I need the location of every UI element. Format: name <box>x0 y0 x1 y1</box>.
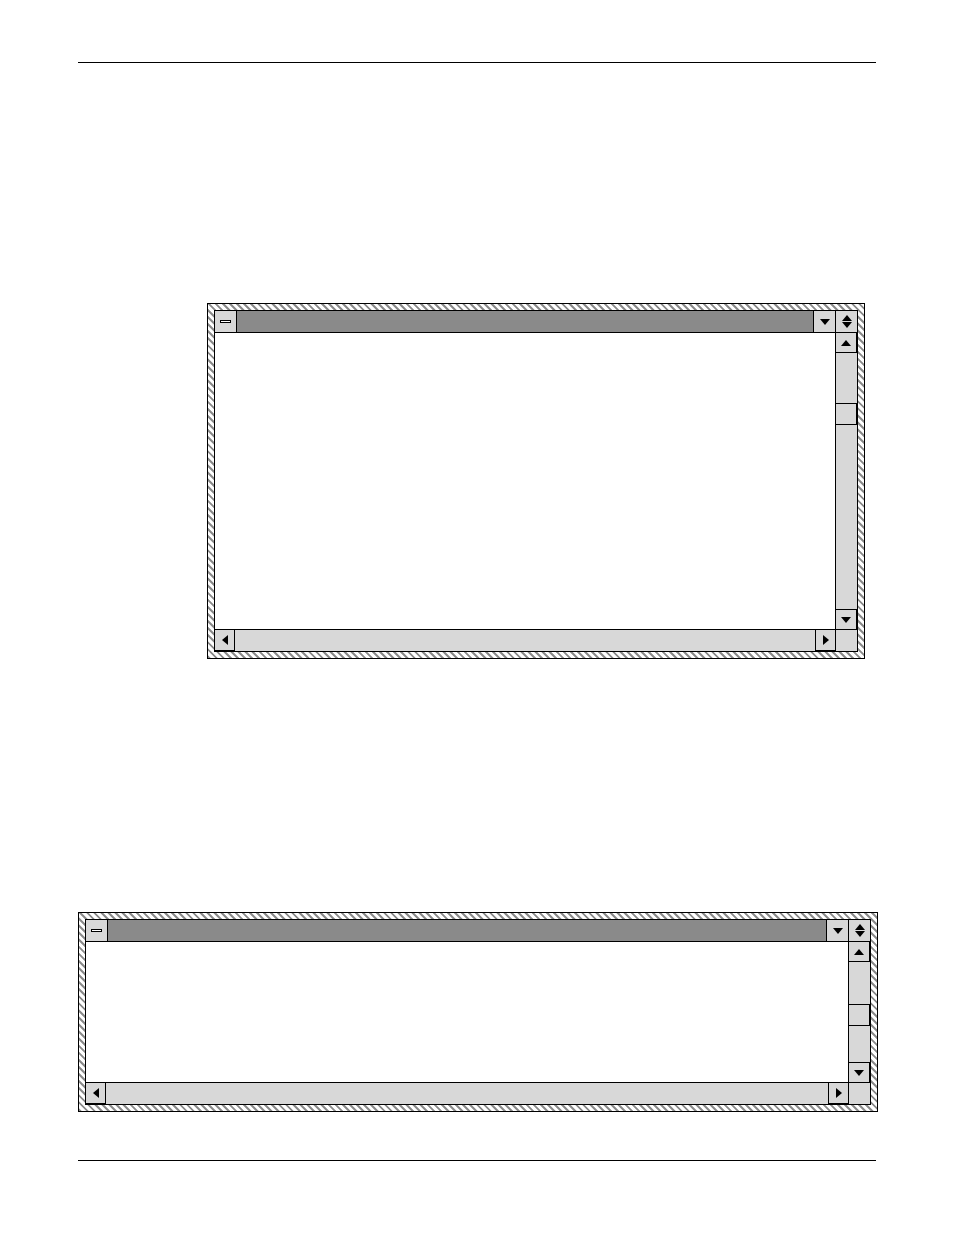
scroll-left-button[interactable] <box>215 630 235 651</box>
maximize-button[interactable] <box>848 920 870 941</box>
minimize-button[interactable] <box>826 920 848 941</box>
vertical-scroll-thumb[interactable] <box>849 1004 870 1026</box>
vertical-scrollbar[interactable] <box>848 942 870 1082</box>
system-menu-button[interactable] <box>215 311 237 332</box>
maximize-icon <box>836 311 857 332</box>
minimize-button[interactable] <box>813 311 835 332</box>
vertical-scrollbar[interactable] <box>835 333 857 629</box>
window-a <box>207 303 865 659</box>
maximize-icon <box>849 920 870 941</box>
page-rule-top <box>78 62 876 63</box>
arrow-up-icon <box>841 340 851 346</box>
arrow-right-icon <box>836 1088 842 1098</box>
system-menu-icon <box>220 320 231 323</box>
arrow-up-icon <box>854 949 864 955</box>
window-b <box>78 912 878 1112</box>
client-area <box>86 942 848 1082</box>
page <box>0 0 954 1235</box>
scroll-left-button[interactable] <box>86 1083 106 1104</box>
scroll-up-button[interactable] <box>836 333 857 353</box>
minimize-icon <box>814 311 835 332</box>
size-grip[interactable] <box>848 1082 870 1104</box>
window-inner <box>214 310 858 652</box>
scroll-down-button[interactable] <box>849 1062 870 1082</box>
arrow-down-icon <box>841 617 851 623</box>
page-rule-bottom <box>78 1160 876 1161</box>
arrow-down-icon <box>854 1070 864 1076</box>
vertical-scroll-thumb[interactable] <box>836 403 857 425</box>
minimize-icon <box>827 920 848 941</box>
window-inner <box>85 919 871 1105</box>
horizontal-scrollbar[interactable] <box>215 629 835 651</box>
client-area <box>215 333 835 629</box>
scroll-up-button[interactable] <box>849 942 870 962</box>
titlebar[interactable] <box>86 920 870 942</box>
scroll-right-button[interactable] <box>815 630 835 651</box>
size-grip[interactable] <box>835 629 857 651</box>
arrow-left-icon <box>93 1088 99 1098</box>
system-menu-icon <box>91 929 102 932</box>
titlebar[interactable] <box>215 311 857 333</box>
system-menu-button[interactable] <box>86 920 108 941</box>
scroll-right-button[interactable] <box>828 1083 848 1104</box>
scroll-down-button[interactable] <box>836 609 857 629</box>
arrow-right-icon <box>823 635 829 645</box>
horizontal-scrollbar[interactable] <box>86 1082 848 1104</box>
maximize-button[interactable] <box>835 311 857 332</box>
arrow-left-icon <box>222 635 228 645</box>
